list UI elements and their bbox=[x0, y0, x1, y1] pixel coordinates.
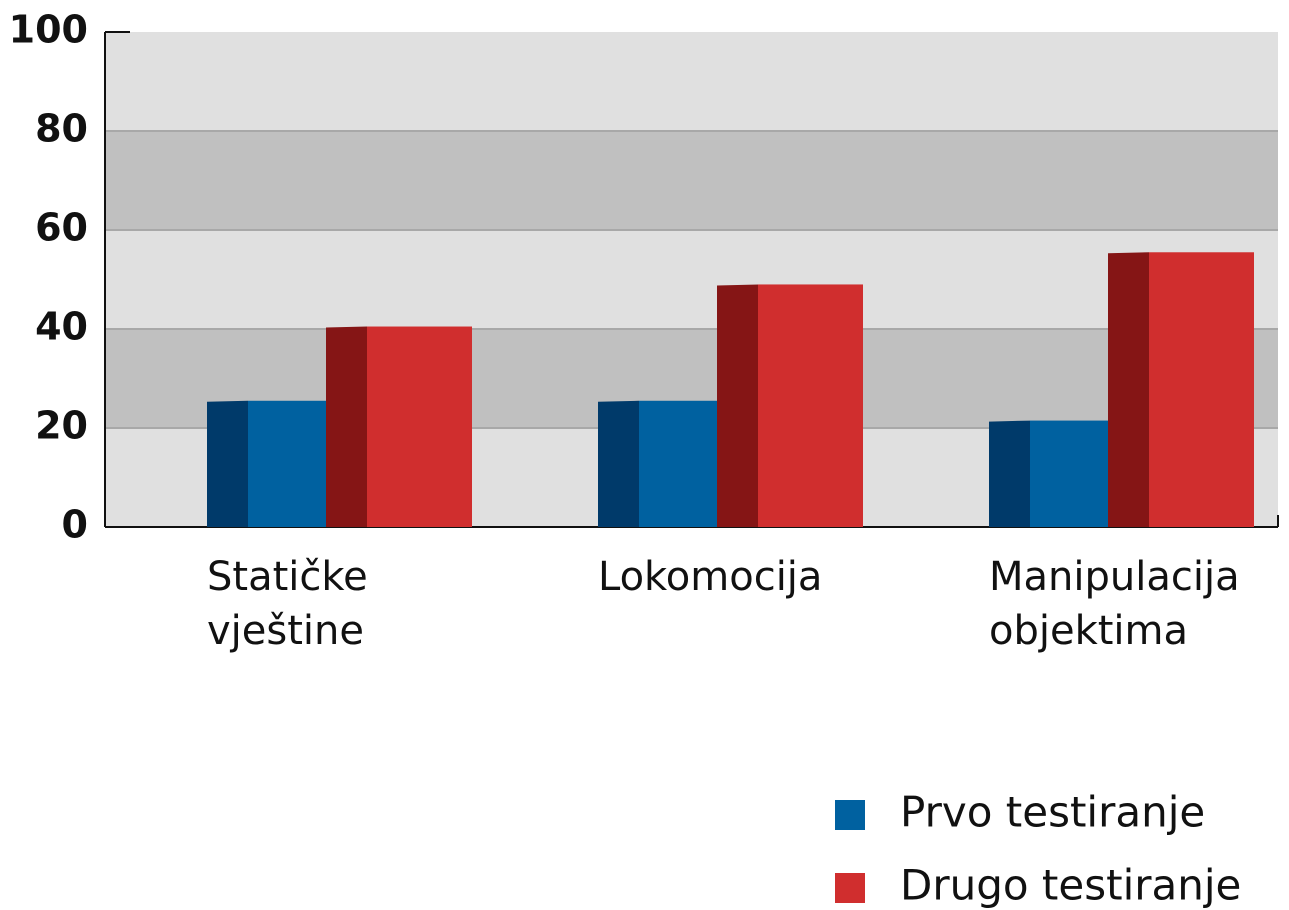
plot-band bbox=[105, 131, 1278, 230]
legend-label: Prvo testiranje bbox=[900, 788, 1205, 837]
bar-side bbox=[989, 420, 1030, 527]
y-tick-label: 60 bbox=[35, 206, 88, 250]
bar-side bbox=[326, 326, 367, 527]
bar bbox=[1149, 252, 1254, 527]
y-tick-label: 100 bbox=[9, 8, 88, 52]
x-tick-label: Statičke vještine bbox=[207, 554, 368, 654]
y-tick-label: 0 bbox=[62, 503, 88, 547]
legend-swatch bbox=[835, 800, 865, 830]
plot-band bbox=[105, 230, 1278, 329]
bar bbox=[367, 326, 472, 527]
legend-label: Drugo testiranje bbox=[900, 861, 1241, 910]
bar-side bbox=[1108, 252, 1149, 527]
bar-side bbox=[717, 284, 758, 527]
bar bbox=[758, 284, 863, 527]
y-tick-label: 80 bbox=[35, 107, 88, 151]
plot-band bbox=[105, 32, 1278, 131]
bar-side bbox=[207, 400, 248, 527]
y-tick-label: 40 bbox=[35, 305, 88, 349]
y-tick-label: 20 bbox=[35, 404, 88, 448]
x-tick-label: Lokomocija bbox=[598, 554, 823, 600]
legend-swatch bbox=[835, 873, 865, 903]
bar-side bbox=[598, 400, 639, 527]
x-tick-label: Manipulacija objektima bbox=[989, 554, 1240, 654]
